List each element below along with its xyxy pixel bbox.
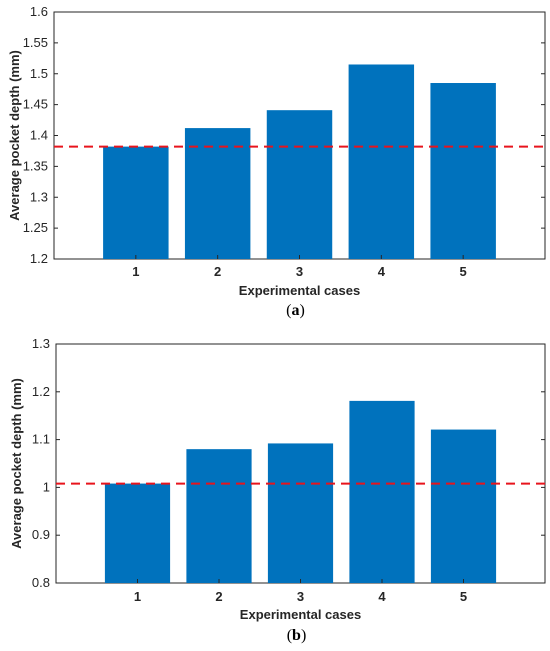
- y-tick-label: 1.6: [30, 4, 48, 19]
- bar-case-2: [184, 128, 251, 259]
- y-tick-label: 1.45: [23, 97, 48, 112]
- chart-panel-a: 1.2 1.25 1.3 1.35 1.4 1.45 1.5 1.55 1.6 1 2 3 4 5 Expe…: [7, 4, 546, 319]
- bar-case-4: [348, 64, 415, 259]
- y-tick-label: 1.4: [30, 128, 48, 143]
- y-tick-label: 1.25: [23, 220, 48, 235]
- y-tick-label: 1.3: [30, 189, 48, 204]
- y-tick-label: 1.1: [32, 432, 50, 447]
- x-tick-label: 3: [296, 264, 303, 279]
- x-axis-label: Experimental cases: [239, 283, 360, 298]
- y-tick-label: 0.8: [32, 575, 50, 590]
- x-tick-label: 4: [378, 264, 386, 279]
- bar-case-3: [267, 443, 334, 583]
- bar-case-1: [103, 146, 169, 259]
- y-tick-label: 1.3: [32, 336, 50, 351]
- y-axis-label: Average pocket depth (mm): [9, 378, 24, 549]
- bar-case-1: [104, 483, 171, 583]
- x-tick-label: 4: [378, 589, 386, 604]
- chart-panel-b: 0.8 0.9 1 1.1 1.2 1.3 1 2 3 4 5 Experimental cases A…: [9, 336, 546, 644]
- x-tick-label: 5: [460, 589, 467, 604]
- y-tick-label: 1.5: [30, 66, 48, 81]
- y-tick-label: 1: [43, 479, 50, 494]
- x-tick-label: 1: [132, 264, 139, 279]
- y-tick-label: 1.35: [23, 158, 48, 173]
- bar-case-5: [430, 83, 496, 259]
- x-tick-label: 2: [215, 589, 222, 604]
- x-axis-label: Experimental cases: [240, 607, 361, 622]
- y-axis-label: Average pocket depth (mm): [7, 50, 22, 221]
- bar-case-2: [186, 449, 252, 583]
- x-tick-label: 1: [134, 589, 141, 604]
- bar-case-4: [349, 400, 415, 583]
- x-tick-label: 5: [460, 264, 467, 279]
- bar-case-3: [266, 110, 333, 260]
- y-tick-label: 0.9: [32, 527, 50, 542]
- panel-caption: (a): [286, 302, 305, 319]
- y-tick-label: 1.55: [23, 35, 48, 50]
- y-tick-label: 1.2: [32, 384, 50, 399]
- bar-case-5: [430, 429, 497, 583]
- y-tick-label: 1.2: [30, 251, 48, 266]
- x-tick-label: 3: [297, 589, 304, 604]
- x-tick-label: 2: [214, 264, 221, 279]
- panel-caption: (b): [287, 627, 307, 644]
